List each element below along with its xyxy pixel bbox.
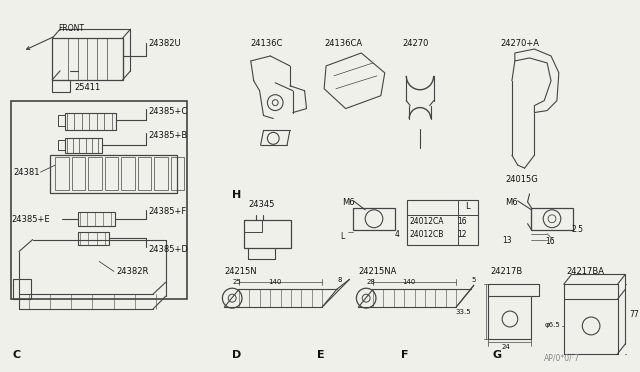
Text: 24012CA: 24012CA bbox=[409, 217, 444, 226]
Bar bbox=[65, 138, 102, 153]
Bar bbox=[88, 157, 102, 190]
Text: 28: 28 bbox=[366, 279, 375, 285]
Bar bbox=[52, 38, 123, 80]
Text: 16: 16 bbox=[545, 237, 555, 246]
Text: 13: 13 bbox=[502, 235, 512, 245]
Text: C: C bbox=[13, 350, 20, 360]
Text: D: D bbox=[232, 350, 241, 360]
Text: 8: 8 bbox=[338, 277, 342, 283]
Text: M6: M6 bbox=[342, 198, 355, 207]
Bar bbox=[531, 208, 573, 230]
Text: FRONT: FRONT bbox=[26, 24, 84, 49]
Bar bbox=[407, 200, 477, 244]
Bar bbox=[55, 157, 69, 190]
Bar bbox=[13, 279, 31, 299]
Text: 24270: 24270 bbox=[403, 39, 429, 48]
Text: 24136CA: 24136CA bbox=[324, 39, 362, 48]
Text: 140: 140 bbox=[269, 279, 282, 285]
Bar bbox=[244, 220, 262, 232]
Text: 24215N: 24215N bbox=[225, 267, 257, 276]
Bar bbox=[51, 155, 177, 193]
Bar bbox=[353, 208, 394, 230]
Text: 140: 140 bbox=[403, 279, 416, 285]
Bar bbox=[154, 157, 168, 190]
Text: 24345: 24345 bbox=[249, 200, 275, 209]
Text: 24385+E: 24385+E bbox=[11, 215, 50, 224]
Text: 24136C: 24136C bbox=[251, 39, 283, 48]
Text: 24217B: 24217B bbox=[490, 267, 523, 276]
Bar bbox=[138, 157, 151, 190]
Text: 33.5: 33.5 bbox=[455, 309, 471, 315]
Bar bbox=[77, 232, 109, 244]
Text: 24385+F: 24385+F bbox=[148, 207, 186, 216]
Text: 2.5: 2.5 bbox=[572, 225, 584, 234]
Text: 24385+D: 24385+D bbox=[148, 244, 188, 254]
Text: 24381: 24381 bbox=[13, 168, 40, 177]
Text: E: E bbox=[317, 350, 325, 360]
Text: F: F bbox=[401, 350, 408, 360]
Bar bbox=[104, 157, 118, 190]
Text: 24217BA: 24217BA bbox=[566, 267, 605, 276]
Bar bbox=[121, 157, 135, 190]
Text: 24385+C: 24385+C bbox=[148, 107, 188, 116]
Bar bbox=[244, 220, 291, 247]
Text: φ6.5: φ6.5 bbox=[544, 322, 560, 328]
Text: 25411: 25411 bbox=[74, 83, 100, 92]
Text: G: G bbox=[493, 350, 502, 360]
Bar bbox=[58, 140, 65, 150]
Text: 4: 4 bbox=[394, 230, 399, 239]
Bar bbox=[58, 115, 65, 126]
Text: 24215NA: 24215NA bbox=[358, 267, 397, 276]
Text: H: H bbox=[232, 190, 241, 200]
Text: 24012CB: 24012CB bbox=[409, 230, 444, 239]
Bar bbox=[171, 157, 184, 190]
Text: 5: 5 bbox=[472, 277, 476, 283]
Text: 24385+B: 24385+B bbox=[148, 131, 188, 140]
Text: L: L bbox=[340, 232, 344, 241]
Text: 25: 25 bbox=[232, 279, 241, 285]
Bar bbox=[72, 157, 85, 190]
Bar bbox=[11, 101, 188, 299]
Bar bbox=[65, 113, 116, 131]
Text: 24382R: 24382R bbox=[116, 267, 149, 276]
Bar bbox=[77, 212, 115, 226]
Text: 24382U: 24382U bbox=[148, 39, 180, 48]
Text: 16: 16 bbox=[457, 217, 467, 226]
Bar bbox=[52, 80, 70, 92]
Text: 24: 24 bbox=[502, 344, 511, 350]
Text: 77: 77 bbox=[629, 310, 639, 318]
Text: L: L bbox=[465, 202, 470, 211]
Text: M6: M6 bbox=[505, 198, 518, 207]
Text: 24015G: 24015G bbox=[505, 175, 538, 184]
Text: AP/0*0/·7: AP/0*0/·7 bbox=[544, 354, 580, 363]
Text: 24270+A: 24270+A bbox=[500, 39, 539, 48]
Text: 12: 12 bbox=[457, 230, 467, 239]
